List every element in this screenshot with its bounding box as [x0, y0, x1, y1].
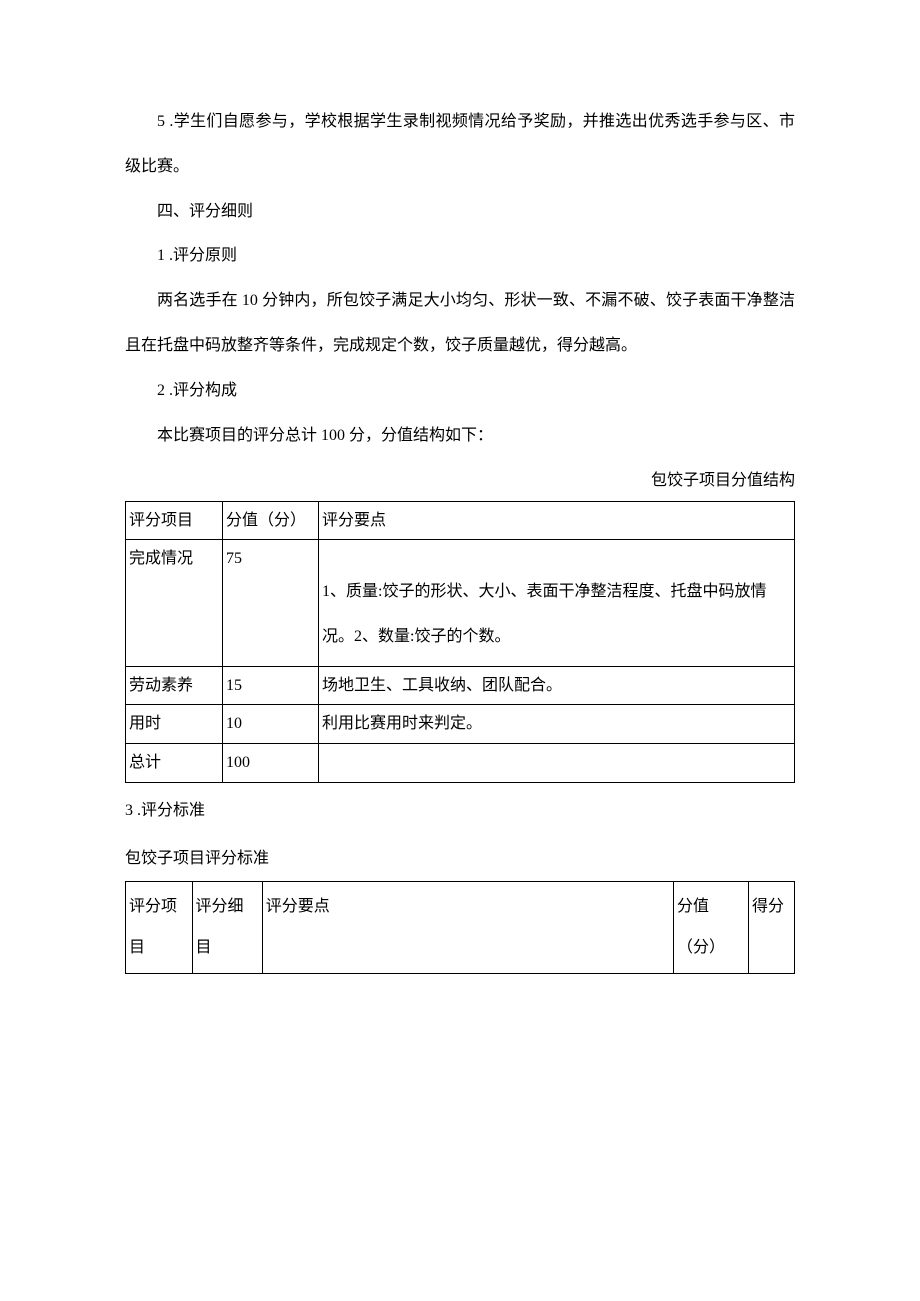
cell: 总计	[126, 743, 223, 782]
header-cell: 评分项目	[126, 881, 193, 973]
scoring-principle-text: 两名选手在 10 分钟内，所包饺子满足大小均匀、形状一致、不漏不破、饺子表面干净…	[125, 279, 795, 369]
cell: 75	[223, 540, 319, 667]
cell: 用时	[126, 705, 223, 744]
scoring-criteria-table: 评分项目 评分细目 评分要点 分值（分） 得分	[125, 881, 795, 974]
cell: 1、质量:饺子的形状、大小、表面干净整洁程度、托盘中码放情况。2、数量:饺子的个…	[319, 540, 795, 667]
header-cell: 分值（分）	[674, 881, 749, 973]
subsection-3: 3 .评分标准	[125, 791, 795, 831]
cell: 劳动素养	[126, 666, 223, 705]
cell: 15	[223, 666, 319, 705]
header-cell: 分值（分）	[223, 501, 319, 540]
cell: 场地卫生、工具收纳、团队配合。	[319, 666, 795, 705]
header-cell: 评分细目	[192, 881, 262, 973]
header-cell: 评分要点	[319, 501, 795, 540]
table1-caption: 包饺子项目分值结构	[125, 463, 795, 498]
table-header-row: 评分项目 评分细目 评分要点 分值（分） 得分	[126, 881, 795, 973]
score-structure-table: 评分项目 分值（分） 评分要点 完成情况 75 1、质量:饺子的形状、大小、表面…	[125, 501, 795, 783]
header-cell: 评分要点	[262, 881, 673, 973]
table-header-row: 评分项目 分值（分） 评分要点	[126, 501, 795, 540]
subsection-2: 2 .评分构成	[125, 369, 795, 414]
header-cell: 评分项目	[126, 501, 223, 540]
paragraph-5: 5 .学生们自愿参与，学校根据学生录制视频情况给予奖励，并推选出优秀选手参与区、…	[125, 100, 795, 190]
cell: 利用比赛用时来判定。	[319, 705, 795, 744]
table2-title: 包饺子项目评分标准	[125, 839, 795, 879]
table-row: 总计 100	[126, 743, 795, 782]
subsection-1: 1 .评分原则	[125, 234, 795, 279]
scoring-composition-text: 本比赛项目的评分总计 100 分，分值结构如下：	[125, 414, 795, 459]
section-header-4: 四、评分细则	[125, 190, 795, 235]
header-cell: 得分	[749, 881, 795, 973]
cell: 100	[223, 743, 319, 782]
table-row: 劳动素养 15 场地卫生、工具收纳、团队配合。	[126, 666, 795, 705]
cell: 10	[223, 705, 319, 744]
cell: 完成情况	[126, 540, 223, 667]
cell	[319, 743, 795, 782]
table-row: 用时 10 利用比赛用时来判定。	[126, 705, 795, 744]
table-row: 完成情况 75 1、质量:饺子的形状、大小、表面干净整洁程度、托盘中码放情况。2…	[126, 540, 795, 667]
